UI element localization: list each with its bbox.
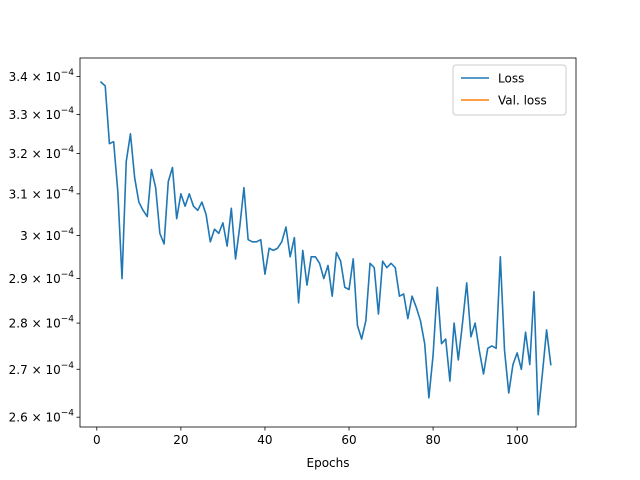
legend-label-0: Loss xyxy=(498,72,524,86)
y-tick-label: 2.6 × 10−4 xyxy=(9,409,75,425)
legend: Loss Val. loss xyxy=(452,64,567,116)
series-line-0 xyxy=(99,81,552,416)
y-tick-label: 2.9 × 10−4 xyxy=(9,270,75,286)
plot-area xyxy=(99,81,552,416)
x-tick-label: 20 xyxy=(173,433,188,447)
axes: 0 20 40 60 80 100 2.6 × 10−4 2.7 × 10−4 2.8 × 10… xyxy=(9,57,577,470)
y-tick-label: 3.4 × 10−4 xyxy=(9,68,75,84)
y-tick-label: 2.8 × 10−4 xyxy=(9,315,75,331)
x-tick-label: 40 xyxy=(257,433,272,447)
x-tick-label: 100 xyxy=(506,433,529,447)
x-tick-label: 60 xyxy=(341,433,356,447)
y-tick-label: 3.1 × 10−4 xyxy=(9,185,75,201)
legend-label-1: Val. loss xyxy=(498,94,547,108)
y-tick-label: 3 × 10−4 xyxy=(20,227,74,243)
y-tick-label: 2.7 × 10−4 xyxy=(9,361,75,377)
y-tick-label: 3.2 × 10−4 xyxy=(9,145,75,161)
y-tick-label: 3.3 × 10−4 xyxy=(9,106,75,122)
x-axis-title: Epochs xyxy=(307,456,350,470)
x-tick-label: 0 xyxy=(93,433,101,447)
x-tick-label: 80 xyxy=(425,433,440,447)
plot-frame xyxy=(79,57,577,428)
